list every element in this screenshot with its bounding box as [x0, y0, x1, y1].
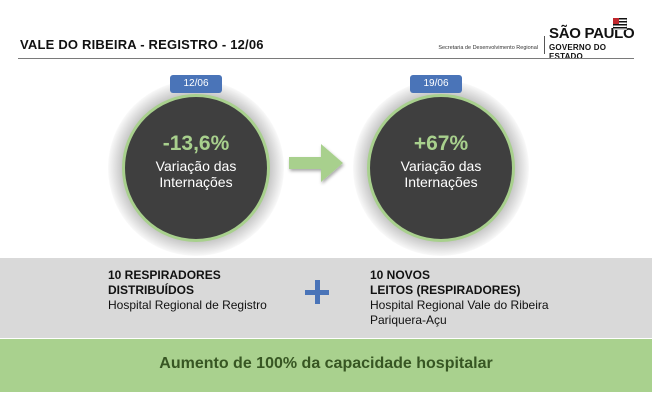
left-stat-circle: -13,6% Variação das Internações: [122, 94, 270, 242]
left-circle-disc: [122, 94, 270, 242]
right-circle-disc: [367, 94, 515, 242]
left-stat-value: -13,6%: [162, 132, 230, 155]
left-resource-line1: 10 RESPIRADORES: [108, 268, 221, 282]
summary-message: Aumento de 100% da capacidade hospitalar: [159, 355, 493, 372]
logo-subtitle: Secretaria de Desenvolvimento Regional: [438, 45, 538, 51]
right-date-badge: 19/06: [410, 75, 462, 93]
header-divider: [18, 58, 634, 59]
right-stat-label-line2: Internações: [404, 174, 478, 190]
right-stat-value: +67%: [413, 132, 469, 155]
left-stat-label-line2: Internações: [159, 174, 233, 190]
right-stat-label-line1: Variação das: [400, 158, 482, 174]
right-resource-hospital: Hospital Regional Vale do Ribeira: [370, 298, 549, 312]
left-stat-label-line1: Variação das: [155, 158, 237, 174]
right-resource-city: Pariquera-Açu: [370, 313, 447, 327]
logo-government: GOVERNO DO ESTADO: [549, 43, 607, 61]
flag-icon: [613, 18, 627, 30]
right-stat-label: Variação das Internações: [367, 158, 515, 190]
sao-paulo-logo: Secretaria de Desenvolvimento Regional S…: [438, 18, 638, 61]
plus-icon: [305, 280, 329, 304]
slide-header: VALE DO RIBEIRA - REGISTRO - 12/06 Secre…: [0, 0, 652, 62]
right-resource-line1: 10 NOVOS: [370, 268, 431, 282]
right-resource-line2: LEITOS (RESPIRADORES): [370, 283, 521, 297]
resources-band: [0, 258, 652, 338]
right-arrow-icon: [289, 144, 343, 182]
logo-divider: [544, 36, 545, 54]
left-resource-hospital: Hospital Regional de Registro: [108, 298, 267, 312]
plus-vertical: [315, 280, 320, 304]
left-stat-label: Variação das Internações: [122, 158, 270, 190]
left-resource: 10 RESPIRADORES DISTRIBUÍDOS Hospital Re…: [108, 268, 298, 313]
slide-title: VALE DO RIBEIRA - REGISTRO - 12/06: [20, 37, 264, 52]
left-date-badge: 12/06: [170, 75, 222, 93]
summary-band: [0, 339, 652, 392]
right-stat-circle: +67% Variação das Internações: [367, 94, 515, 242]
left-resource-line2: DISTRIBUÍDOS: [108, 283, 195, 297]
right-resource: 10 NOVOS LEITOS (RESPIRADORES) Hospital …: [370, 268, 580, 328]
